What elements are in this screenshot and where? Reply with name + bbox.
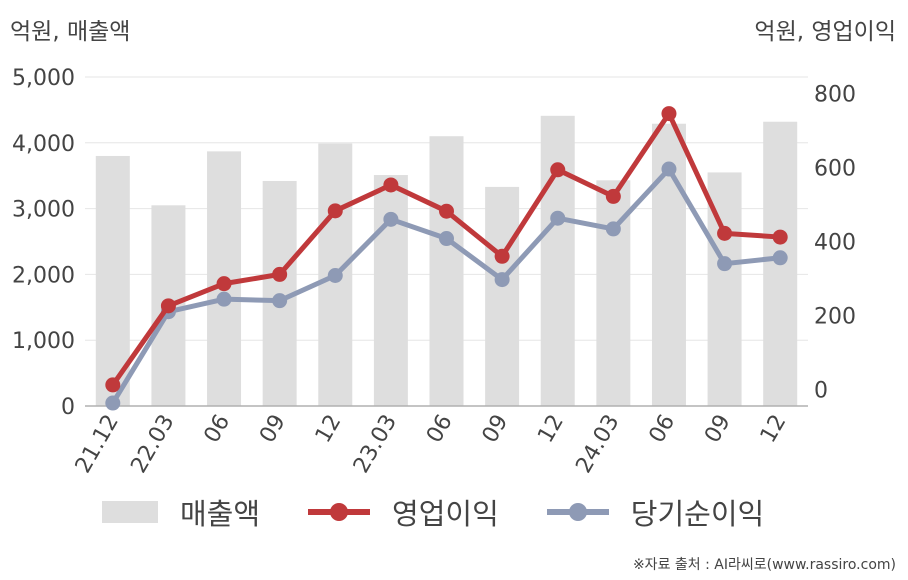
legend-item-net-income: 당기순이익: [546, 491, 765, 533]
bar-sales: [540, 115, 575, 407]
legend-item-sales: 매출액: [102, 491, 260, 533]
x-axis-tick-label: 21.12: [71, 411, 124, 478]
x-axis-tick-label: 12: [533, 411, 569, 448]
point-net-income: [327, 268, 343, 284]
right-axis-tick-label: 600: [814, 157, 856, 182]
legend-swatch-net-income: [546, 501, 609, 523]
legend-swatch-operating-profit: [308, 501, 371, 523]
x-axis-tick-label: 06: [200, 411, 236, 448]
bar-sales: [373, 175, 408, 406]
x-axis-tick-label: 12: [311, 411, 347, 448]
x-axis-tick-label: 09: [478, 410, 514, 447]
bar-sales: [95, 155, 130, 406]
x-axis-tick-label: 09: [255, 411, 291, 448]
x-axis-tick-label: 06: [645, 411, 681, 448]
left-axis-tick-label: 2,000: [12, 263, 75, 288]
left-axis-tick-label: 1,000: [12, 329, 75, 354]
point-net-income: [105, 395, 121, 411]
point-operating-profit: [717, 225, 733, 241]
point-net-income: [772, 250, 788, 266]
chart-plot: 5,0004,0003,0002,0001,000080060040020002…: [12, 66, 856, 478]
legend-label-net-income: 당기순이익: [630, 497, 765, 531]
right-axis-tick-label: 800: [814, 83, 856, 108]
point-operating-profit: [272, 266, 288, 282]
point-net-income: [661, 161, 677, 177]
x-axis-tick-label: 09: [700, 411, 736, 448]
right-axis-tick-label: 400: [814, 231, 856, 256]
point-operating-profit: [105, 377, 121, 393]
legend: 매출액 영업이익 당기순이익: [102, 490, 812, 534]
point-net-income: [383, 211, 399, 227]
point-net-income: [550, 210, 566, 226]
x-axis-tick-label: 06: [422, 411, 458, 448]
legend-item-operating-profit: 영업이익: [308, 491, 499, 533]
x-axis-tick-label: 24.03: [571, 411, 624, 478]
bar-sales: [485, 186, 520, 406]
x-axis-tick-label: 23.03: [349, 411, 402, 478]
point-net-income: [272, 293, 288, 309]
point-net-income: [605, 221, 621, 237]
right-axis-tick-label: 0: [814, 378, 828, 403]
legend-label-operating-profit: 영업이익: [392, 497, 499, 531]
x-axis-tick-label: 22.03: [126, 411, 179, 478]
point-operating-profit: [160, 298, 176, 314]
point-net-income: [717, 256, 733, 272]
point-net-income: [494, 272, 510, 288]
point-operating-profit: [661, 106, 677, 122]
left-axis-tick-label: 0: [61, 395, 75, 420]
point-operating-profit: [494, 248, 510, 264]
point-operating-profit: [605, 188, 621, 204]
point-operating-profit: [383, 177, 399, 193]
left-axis-tick-label: 4,000: [12, 132, 75, 157]
point-operating-profit: [327, 203, 343, 219]
point-net-income: [216, 291, 232, 307]
left-axis-unit-label: 억원, 매출액: [10, 19, 131, 45]
left-axis-tick-label: 5,000: [12, 66, 75, 91]
bar-sales: [429, 136, 464, 406]
point-net-income: [439, 231, 454, 247]
point-operating-profit: [216, 276, 232, 292]
point-operating-profit: [550, 162, 566, 178]
legend-swatch-sales: [102, 501, 158, 523]
point-operating-profit: [772, 229, 788, 245]
left-axis-tick-label: 3,000: [12, 198, 75, 223]
right-axis-unit-label: 억원, 영업이익: [754, 19, 896, 45]
legend-label-sales: 매출액: [180, 497, 261, 531]
x-axis-tick-label: 12: [756, 411, 792, 448]
right-axis-tick-label: 200: [814, 304, 856, 329]
source-note: ※자료 출처 : AI라씨로(www.rassiro.com): [632, 557, 896, 573]
point-operating-profit: [439, 203, 454, 219]
